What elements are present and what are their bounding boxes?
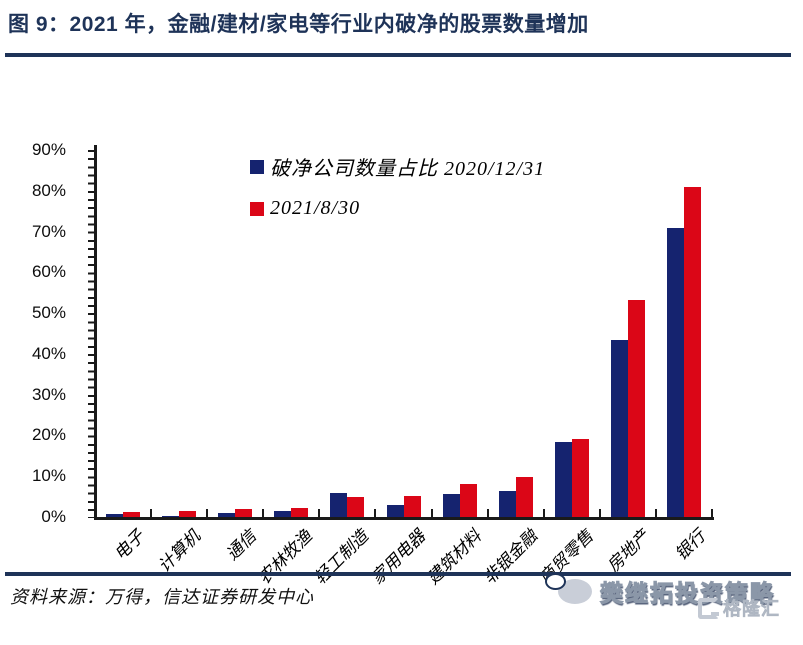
bar [403,495,421,517]
y-tick-label: 0% [41,507,66,526]
y-tick-label: 60% [31,262,66,282]
bar [610,339,628,517]
gelonghui-g-icon [698,597,719,619]
bar [235,508,253,517]
bar-group [442,150,477,517]
x-tick [94,509,96,517]
y-tick-label: 20% [31,425,66,445]
y-tick-label: 80% [31,180,66,200]
chart-legend: 破净公司数量占比 2020/12/31 2021/8/30 [250,152,545,236]
gelonghui-logo: 格隆汇 [698,595,780,621]
y-axis-minor-ticks [88,150,94,518]
bar [571,438,589,517]
bar [386,505,404,517]
bar [347,497,365,517]
bar [123,512,141,517]
bar-group [106,150,141,517]
bar [459,484,477,517]
bar-group [274,150,309,517]
legend-item-2021: 2021/8/30 [250,197,545,220]
watermark-strategy-text: 樊继拓投资策略 [600,580,775,607]
bar-group [330,150,365,517]
x-tick [374,509,377,517]
legend-swatch-navy [250,159,264,174]
bar [106,513,124,517]
x-axis-line [94,517,714,520]
x-tick [598,509,601,517]
x-tick [542,509,545,517]
bar-group [666,150,701,517]
chat-bubble-small-icon [545,573,566,590]
figure-title: 图 9：2021 年，金融/建材/家电等行业内破净的股票数量增加 [8,13,589,36]
x-tick [654,509,657,517]
bar-group [610,150,645,517]
bar [554,441,572,517]
bar [162,515,180,517]
legend-swatch-red [250,201,264,216]
legend-label: 破净公司数量占比 2020/12/31 [270,158,546,180]
bar-group [498,150,533,517]
gelonghui-logo-text: 格隆汇 [723,599,780,620]
y-tick-label: 90% [31,140,66,159]
x-tick [430,509,433,517]
y-axis-line [94,145,97,520]
footer-divider-line [5,572,791,576]
legend-label: 2021/8/30 [270,197,361,219]
bar [274,511,292,517]
bar [666,228,684,517]
y-tick-label: 50% [31,303,66,323]
bar [218,512,236,517]
y-tick-label: 70% [31,221,66,241]
bar-group [554,150,589,517]
bar [291,508,309,517]
bar-group [386,150,421,517]
x-tick [206,509,209,517]
bar-chart: 0% 10% 20% 30% 40% 50% 60% 70% 80% 90% 电子 计算机 通信 农林牧… [0,60,803,588]
bar [330,492,348,517]
y-tick-label: 30% [31,384,66,404]
bar [442,494,460,517]
y-tick-label: 40% [31,343,66,363]
bar [179,511,197,517]
bar-group [218,150,253,517]
source-note: 资料来源：万得，信达证券研发中心 [10,587,314,607]
bar [515,477,533,517]
bar-group [162,150,197,517]
x-tick [318,509,321,517]
x-tick [150,509,153,517]
bar [498,491,516,517]
x-tick [711,509,713,517]
title-divider-line [5,53,791,57]
legend-item-2020: 破净公司数量占比 2020/12/31 [250,152,545,181]
bar [627,299,645,517]
y-tick-label: 10% [31,466,66,486]
bar [683,186,701,517]
x-tick [486,509,489,517]
x-tick [262,509,265,517]
